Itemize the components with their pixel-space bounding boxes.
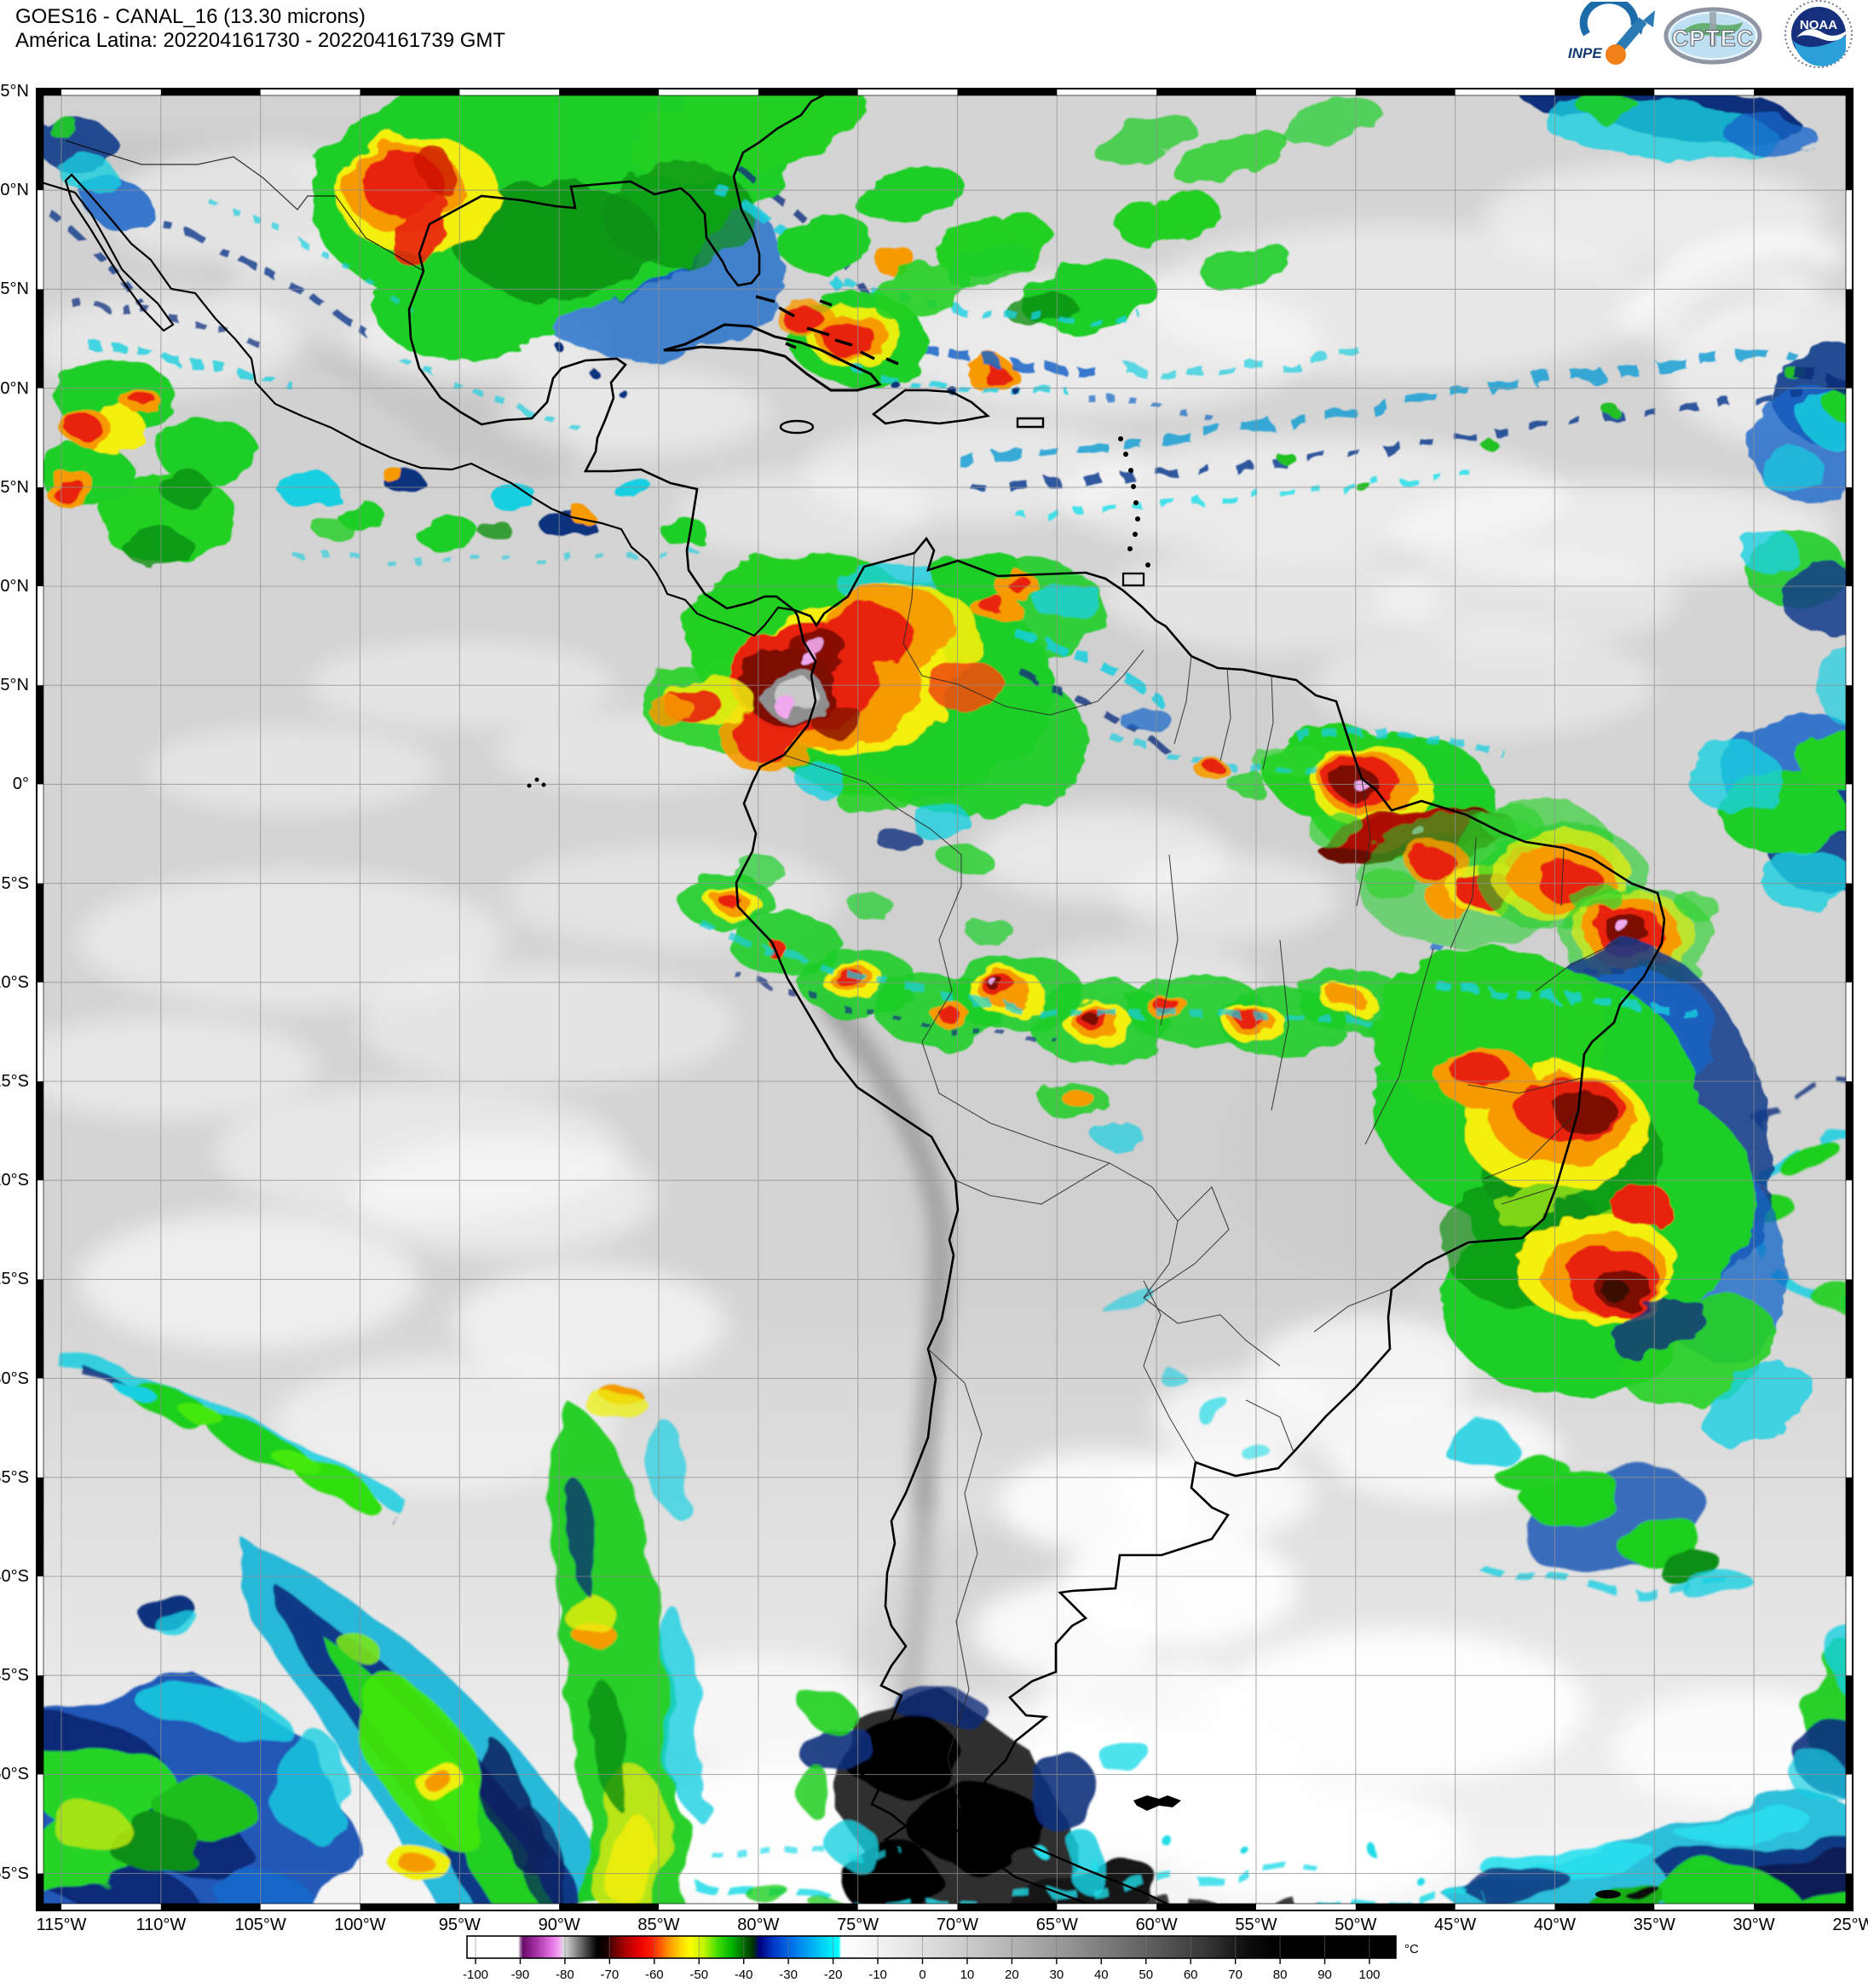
lon-label: 60°W <box>1135 1916 1178 1934</box>
colorbar-tick-label: -70 <box>601 1968 620 1982</box>
colorbar-canvas: -100 -90 -80 -70 -60 -50 -40 -30 -20 -10 0 10 20 30 40… <box>463 1935 1419 1982</box>
noaa-ring-text-icon <box>1784 0 1853 68</box>
colorbar-unit-label: °C <box>1404 1942 1419 1956</box>
lon-label: 35°W <box>1633 1916 1675 1934</box>
longitude-axis-labels: 115°W 110°W 105°W 100°W 95°W 90°W 85°W 80°W 75°W… <box>36 1916 1868 1938</box>
colorbar-tick-label: 10 <box>960 1968 975 1982</box>
lon-label: 25°W <box>1832 1916 1868 1934</box>
latitude-axis-labels: 35°N 30°N 25°N 20°N 15°N 10°N 5°N 0° 5°S 10°S 15°S… <box>0 82 32 1911</box>
lat-label: 5°N <box>0 676 29 695</box>
lat-label: 5°S <box>1 873 29 893</box>
lon-label: 55°W <box>1235 1916 1277 1934</box>
southern-storm-systems <box>6 1073 1868 1928</box>
lat-label: 30°N <box>0 181 29 200</box>
lat-label: 25°N <box>0 279 29 299</box>
lat-label: 35°N <box>0 82 29 101</box>
colorbar-tick-label: -40 <box>735 1968 753 1982</box>
colorbar-tick-label: -80 <box>556 1968 574 1982</box>
inpe-logo: INPE <box>1568 2 1655 65</box>
noaa-gull-icon <box>1796 27 1851 42</box>
grid-overlay <box>36 88 1854 1911</box>
lon-label: 80°W <box>737 1916 780 1934</box>
colorbar-tick-label: -10 <box>868 1968 887 1982</box>
svg-text:NOAA: NOAA <box>1800 18 1837 32</box>
colorbar-tick-label: 100 <box>1358 1968 1380 1982</box>
lon-label: 65°W <box>1035 1916 1078 1934</box>
lat-label: 50°S <box>0 1765 29 1784</box>
lat-label: 45°S <box>0 1666 29 1685</box>
colorbar-tick-label: -100 <box>463 1968 488 1982</box>
lon-label: 70°W <box>936 1916 979 1934</box>
lon-label: 100°W <box>334 1916 386 1934</box>
lon-label: 85°W <box>637 1916 680 1934</box>
satellite-map-canvas <box>6 71 1868 1928</box>
lon-label: 45°W <box>1434 1916 1477 1934</box>
lat-label: 20°N <box>0 378 29 398</box>
tropical-storm-systems <box>28 71 1868 1444</box>
lat-label: 15°S <box>0 1072 29 1091</box>
lat-label: 55°S <box>0 1864 29 1883</box>
colorbar-tick-label: 80 <box>1273 1968 1288 1982</box>
lat-label: 30°S <box>0 1369 29 1388</box>
lon-label: 40°W <box>1533 1916 1576 1934</box>
lat-label: 25°S <box>0 1270 29 1289</box>
lat-label: 15°N <box>0 477 29 497</box>
lat-label: 10°S <box>0 972 29 992</box>
lon-label: 50°W <box>1335 1916 1377 1934</box>
lat-label: 40°S <box>0 1567 29 1586</box>
lon-label: 90°W <box>538 1916 580 1934</box>
colorbar-gradient-bar <box>467 1936 1396 1958</box>
colorbar-tick-label: -60 <box>645 1968 664 1982</box>
colorbar: -100 -90 -80 -70 -60 -50 -40 -30 -20 -10 0 10 20 30 40… <box>460 1931 1483 1984</box>
colorbar-tick-label: 60 <box>1184 1968 1198 1982</box>
lon-label: 115°W <box>36 1916 87 1934</box>
colorbar-tick-label: 0 <box>919 1968 925 1982</box>
lat-label: 35°S <box>0 1467 29 1487</box>
lat-label: 10°N <box>0 577 29 596</box>
colorbar-tick-label: -30 <box>779 1968 798 1982</box>
cptec-logo: CPTEC <box>1663 7 1762 65</box>
white-cloud-layer <box>10 147 1868 1911</box>
coastlines <box>35 89 1666 1910</box>
lon-label: 95°W <box>438 1916 481 1934</box>
lon-label: 75°W <box>837 1916 879 1934</box>
noaa-logo: NOAA <box>1784 0 1853 68</box>
colorbar-tick-label: -90 <box>511 1968 530 1982</box>
svg-text:CPTEC: CPTEC <box>1672 26 1755 51</box>
lon-label: 30°W <box>1733 1916 1775 1934</box>
colorbar-tick-label: 30 <box>1050 1968 1064 1982</box>
colorbar-tick-label: -20 <box>824 1968 843 1982</box>
map-frame <box>36 88 1854 1911</box>
lon-label: 105°W <box>234 1916 286 1934</box>
inpe-orange-ball-icon <box>1606 44 1626 65</box>
country-borders <box>783 552 1622 1810</box>
satellite-map <box>6 71 1868 1928</box>
colorbar-tick-label: 50 <box>1139 1968 1153 1982</box>
colorbar-tick-label: -50 <box>689 1968 708 1982</box>
colorbar-tick-label: 90 <box>1317 1968 1332 1982</box>
header-title: GOES16 - CANAL_16 (13.30 microns) <box>15 5 366 28</box>
lon-label: 110°W <box>135 1916 187 1934</box>
colorbar-tick-label: 20 <box>1005 1968 1019 1982</box>
colorbar-tick-labels: -100 -90 -80 -70 -60 -50 -40 -30 -20 -10 0 10 20 30 40… <box>463 1968 1381 1982</box>
header-subtitle: América Latina: 202204161730 - 202204161… <box>15 29 506 52</box>
inpe-swirl-icon <box>1579 2 1639 37</box>
svg-text:INPE: INPE <box>1568 45 1602 61</box>
lat-label: 0° <box>12 775 29 794</box>
colorbar-tick-label: 70 <box>1228 1968 1242 1982</box>
lat-label: 20°S <box>0 1171 29 1190</box>
colorbar-tick-label: 40 <box>1094 1968 1109 1982</box>
